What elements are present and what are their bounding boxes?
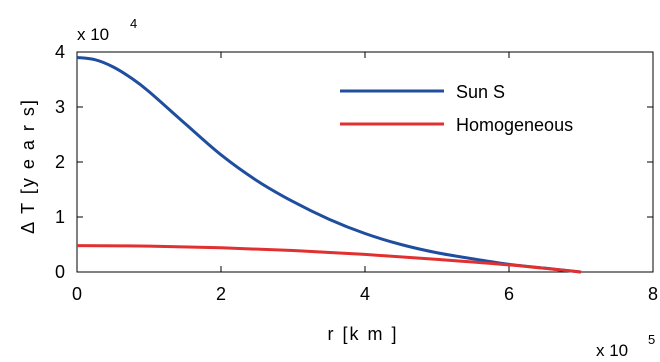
y-tick-label: 2 [55,152,65,172]
x-multiplier: x 10 5 [596,332,655,360]
y-multiplier-exponent: 4 [130,16,137,31]
x-tick-label: 6 [504,284,514,304]
legend-label-homogeneous: Homogeneous [456,115,573,135]
x-tick-label: 4 [360,284,370,304]
x-multiplier-exponent: 5 [648,332,655,347]
y-tick-label: 3 [55,97,65,117]
y-multiplier-base: x 10 [77,25,109,44]
y-multiplier: x 10 4 [77,16,137,44]
x-tick-label: 0 [72,284,82,304]
y-tick-label: 4 [55,42,65,62]
x-axis-label: r [k m ] [328,324,399,344]
x-tick-label: 2 [216,284,226,304]
series-line-homogeneous [76,244,582,274]
legend-label-sun-s: Sun S [456,82,505,102]
series-line-sun-s [76,56,582,274]
y-axis-label: Δ T [y e a r s] [18,98,38,234]
plot-area [76,51,654,273]
plot-frame [76,51,654,273]
x-tick-label: 8 [648,284,658,304]
series-lines [76,56,582,274]
y-tick-label: 0 [55,262,65,282]
axes: 0 2 4 6 8 0 1 2 3 4 [55,42,658,304]
y-tick-label: 1 [55,207,65,227]
legend: Sun S Homogeneous [340,82,573,135]
x-multiplier-base: x 10 [596,341,628,360]
